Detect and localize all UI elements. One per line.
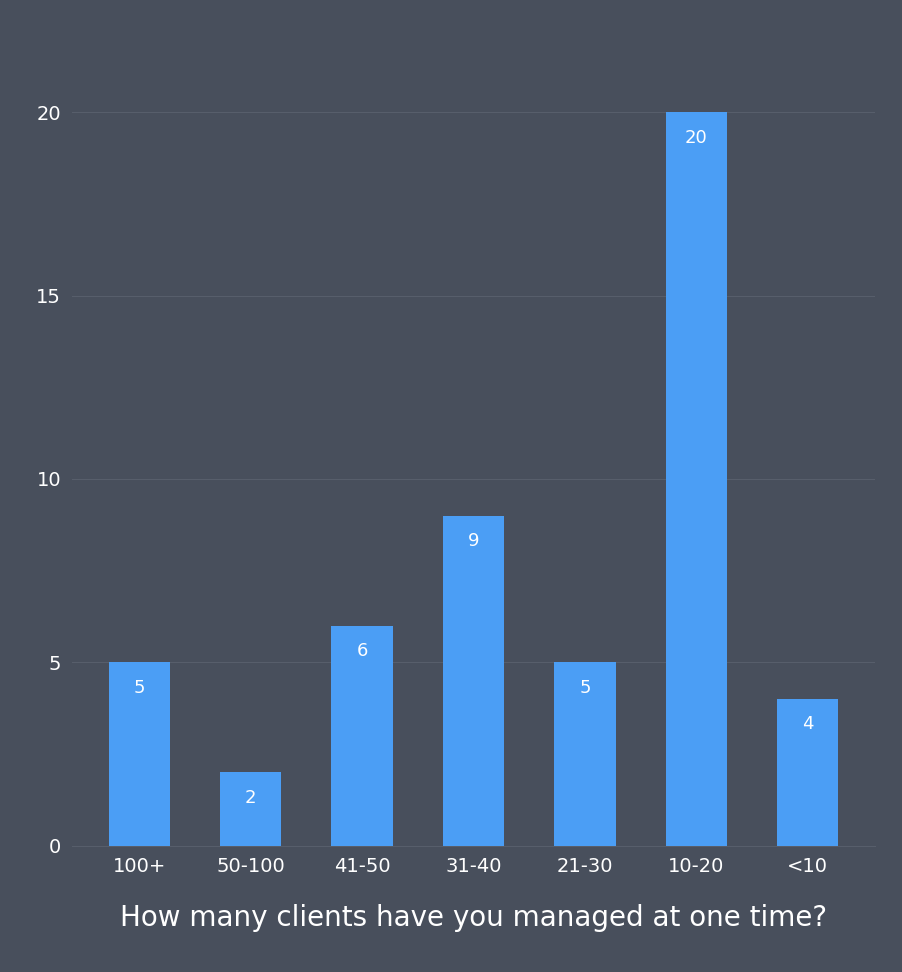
X-axis label: How many clients have you managed at one time?: How many clients have you managed at one… [120,904,827,931]
Bar [108,662,170,846]
Bar [555,662,615,846]
Bar [220,773,281,846]
Bar [332,626,392,846]
Text: 2: 2 [245,789,256,807]
Text: 9: 9 [468,532,479,550]
Text: 5: 5 [579,678,591,697]
Text: 6: 6 [356,642,368,660]
Text: 20: 20 [685,128,708,147]
Text: 5: 5 [133,678,145,697]
Bar [666,112,727,846]
Text: 4: 4 [802,715,814,734]
Bar [443,515,504,846]
Bar [778,699,839,846]
